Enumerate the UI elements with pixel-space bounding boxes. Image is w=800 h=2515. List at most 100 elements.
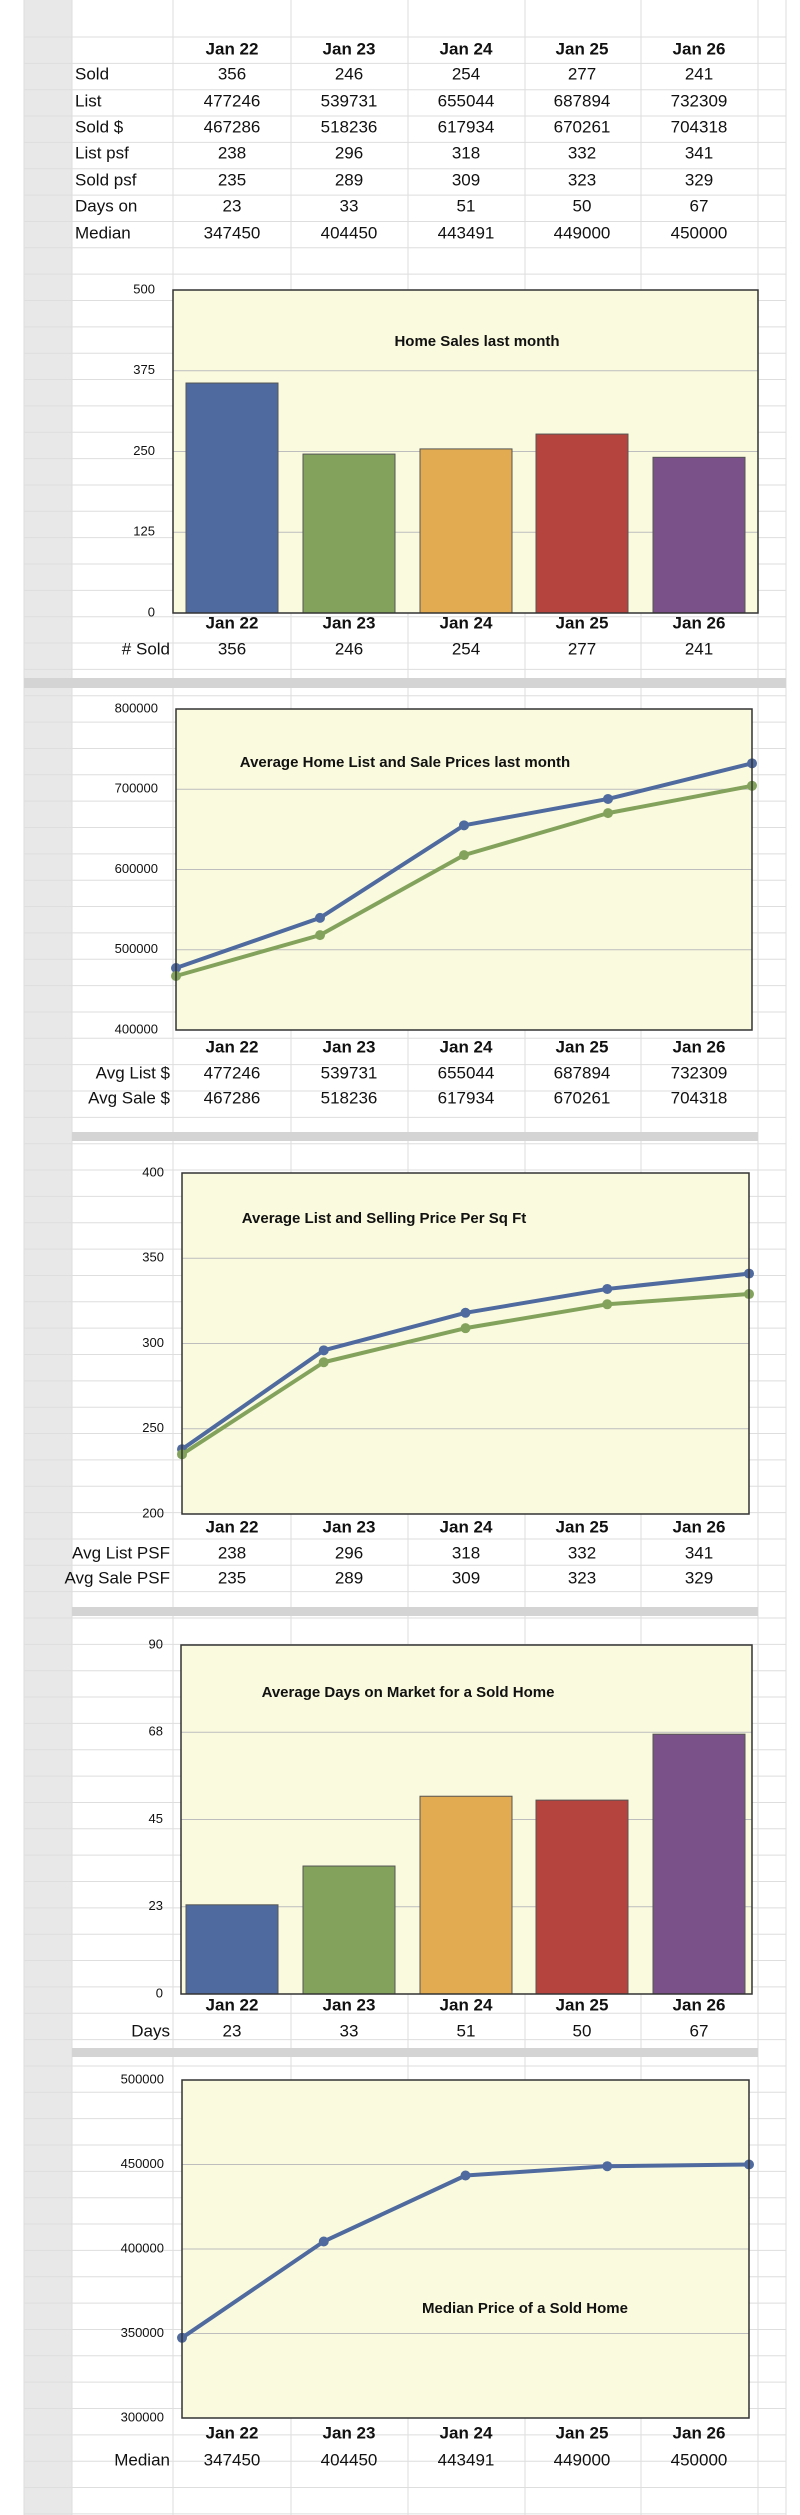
y-tick-label: 400000 bbox=[121, 2240, 164, 2255]
chart-title: Home Sales last month bbox=[394, 333, 559, 350]
bar bbox=[185, 382, 279, 614]
y-tick-label: 600000 bbox=[115, 861, 158, 876]
point bbox=[315, 912, 325, 923]
chart-title: Median Price of a Sold Home bbox=[422, 2300, 628, 2317]
cell-value: 309 bbox=[452, 170, 480, 189]
cell-value: 318 bbox=[452, 143, 480, 162]
row-value: 449000 bbox=[554, 2450, 611, 2469]
cell-value: 51 bbox=[457, 196, 476, 215]
x-tick-label: Jan 25 bbox=[556, 1517, 609, 1536]
cell-value: 341 bbox=[685, 143, 713, 162]
row-value: 23 bbox=[223, 2021, 242, 2040]
row-value: 238 bbox=[218, 1543, 246, 1562]
cell-value: 332 bbox=[568, 143, 596, 162]
row-value: 332 bbox=[568, 1543, 596, 1562]
column-header: Jan 24 bbox=[440, 39, 493, 58]
y-tick-label: 375 bbox=[133, 362, 155, 377]
x-tick-label: Jan 22 bbox=[206, 613, 259, 632]
y-tick-label: 500000 bbox=[121, 2071, 164, 2086]
x-tick-label: Jan 24 bbox=[440, 2423, 493, 2442]
cell-value: 356 bbox=[218, 64, 246, 83]
plot-border bbox=[180, 1644, 753, 1995]
cell-value: 277 bbox=[568, 64, 596, 83]
row-value: 318 bbox=[452, 1543, 480, 1562]
y-tick-label: 300 bbox=[142, 1335, 164, 1350]
row-value: 33 bbox=[340, 2021, 359, 2040]
y-tick-label: 200 bbox=[142, 1505, 164, 1520]
cell-value: 617934 bbox=[438, 117, 495, 136]
y-tick-label: 400000 bbox=[115, 1021, 158, 1036]
y-tick-label: 400 bbox=[142, 1164, 164, 1179]
plot-border bbox=[181, 2079, 750, 2419]
y-tick-label: 90 bbox=[149, 1636, 163, 1651]
bar bbox=[419, 1795, 513, 1995]
row-label: Sold bbox=[75, 64, 109, 83]
cell-value: 296 bbox=[335, 143, 363, 162]
cell-value: 467286 bbox=[204, 117, 261, 136]
row-value: 655044 bbox=[438, 1063, 495, 1082]
row-label: Sold psf bbox=[75, 170, 137, 189]
row-label: Median bbox=[114, 2450, 170, 2469]
cell-value: 655044 bbox=[438, 91, 495, 110]
point bbox=[603, 808, 613, 819]
cell-value: 704318 bbox=[671, 117, 728, 136]
row-value: 329 bbox=[685, 1568, 713, 1587]
y-tick-label: 500000 bbox=[115, 941, 158, 956]
cell-value: 254 bbox=[452, 64, 480, 83]
cell-value: 235 bbox=[218, 170, 246, 189]
cell-value: 450000 bbox=[671, 223, 728, 242]
row-value: 443491 bbox=[438, 2450, 495, 2469]
row-label: Avg Sale PSF bbox=[64, 1568, 170, 1587]
column-header: Jan 23 bbox=[323, 39, 376, 58]
point bbox=[460, 2170, 471, 2181]
x-tick-label: Jan 24 bbox=[440, 1995, 493, 2014]
point bbox=[602, 1299, 613, 1310]
row-value: 704318 bbox=[671, 1088, 728, 1107]
row-value: 289 bbox=[335, 1568, 363, 1587]
row-label: List psf bbox=[75, 143, 129, 162]
row-value: 341 bbox=[685, 1543, 713, 1562]
x-tick-label: Jan 23 bbox=[323, 1995, 376, 2014]
cell-value: 687894 bbox=[554, 91, 611, 110]
column-header: Jan 25 bbox=[556, 39, 609, 58]
x-tick-label: Jan 26 bbox=[673, 1517, 726, 1536]
point bbox=[315, 930, 325, 941]
cell-value: 238 bbox=[218, 143, 246, 162]
cell-value: 732309 bbox=[671, 91, 728, 110]
x-tick-label: Jan 26 bbox=[673, 2423, 726, 2442]
bar bbox=[302, 1865, 396, 1995]
row-label: Avg List PSF bbox=[72, 1543, 170, 1562]
row-label: Median bbox=[75, 223, 131, 242]
bar bbox=[535, 1799, 629, 1995]
point bbox=[460, 1323, 471, 1334]
x-tick-label: Jan 24 bbox=[440, 1517, 493, 1536]
point bbox=[459, 850, 469, 861]
y-tick-label: 0 bbox=[148, 604, 155, 619]
cell-value: 246 bbox=[335, 64, 363, 83]
cell-value: 449000 bbox=[554, 223, 611, 242]
row-value: 277 bbox=[568, 639, 596, 658]
row-value: 51 bbox=[457, 2021, 476, 2040]
row-value: 467286 bbox=[204, 1088, 261, 1107]
y-tick-label: 500 bbox=[133, 281, 155, 296]
row-label: Days bbox=[131, 2021, 170, 2040]
cell-value: 23 bbox=[223, 196, 242, 215]
cell-value: 289 bbox=[335, 170, 363, 189]
row-header-column bbox=[24, 0, 72, 2515]
x-tick-label: Jan 23 bbox=[323, 1517, 376, 1536]
bar bbox=[302, 453, 396, 614]
cell-value: 404450 bbox=[321, 223, 378, 242]
separator bbox=[72, 1132, 758, 1141]
x-tick-label: Jan 23 bbox=[323, 1037, 376, 1056]
point bbox=[460, 1307, 471, 1318]
y-tick-label: 68 bbox=[149, 1724, 163, 1739]
bar bbox=[652, 456, 746, 614]
y-tick-label: 700000 bbox=[115, 781, 158, 796]
point bbox=[602, 1283, 613, 1294]
cell-value: 539731 bbox=[321, 91, 378, 110]
row-value: 539731 bbox=[321, 1063, 378, 1082]
row-label: # Sold bbox=[122, 639, 170, 658]
bar bbox=[185, 1904, 279, 1995]
row-value: 670261 bbox=[554, 1088, 611, 1107]
